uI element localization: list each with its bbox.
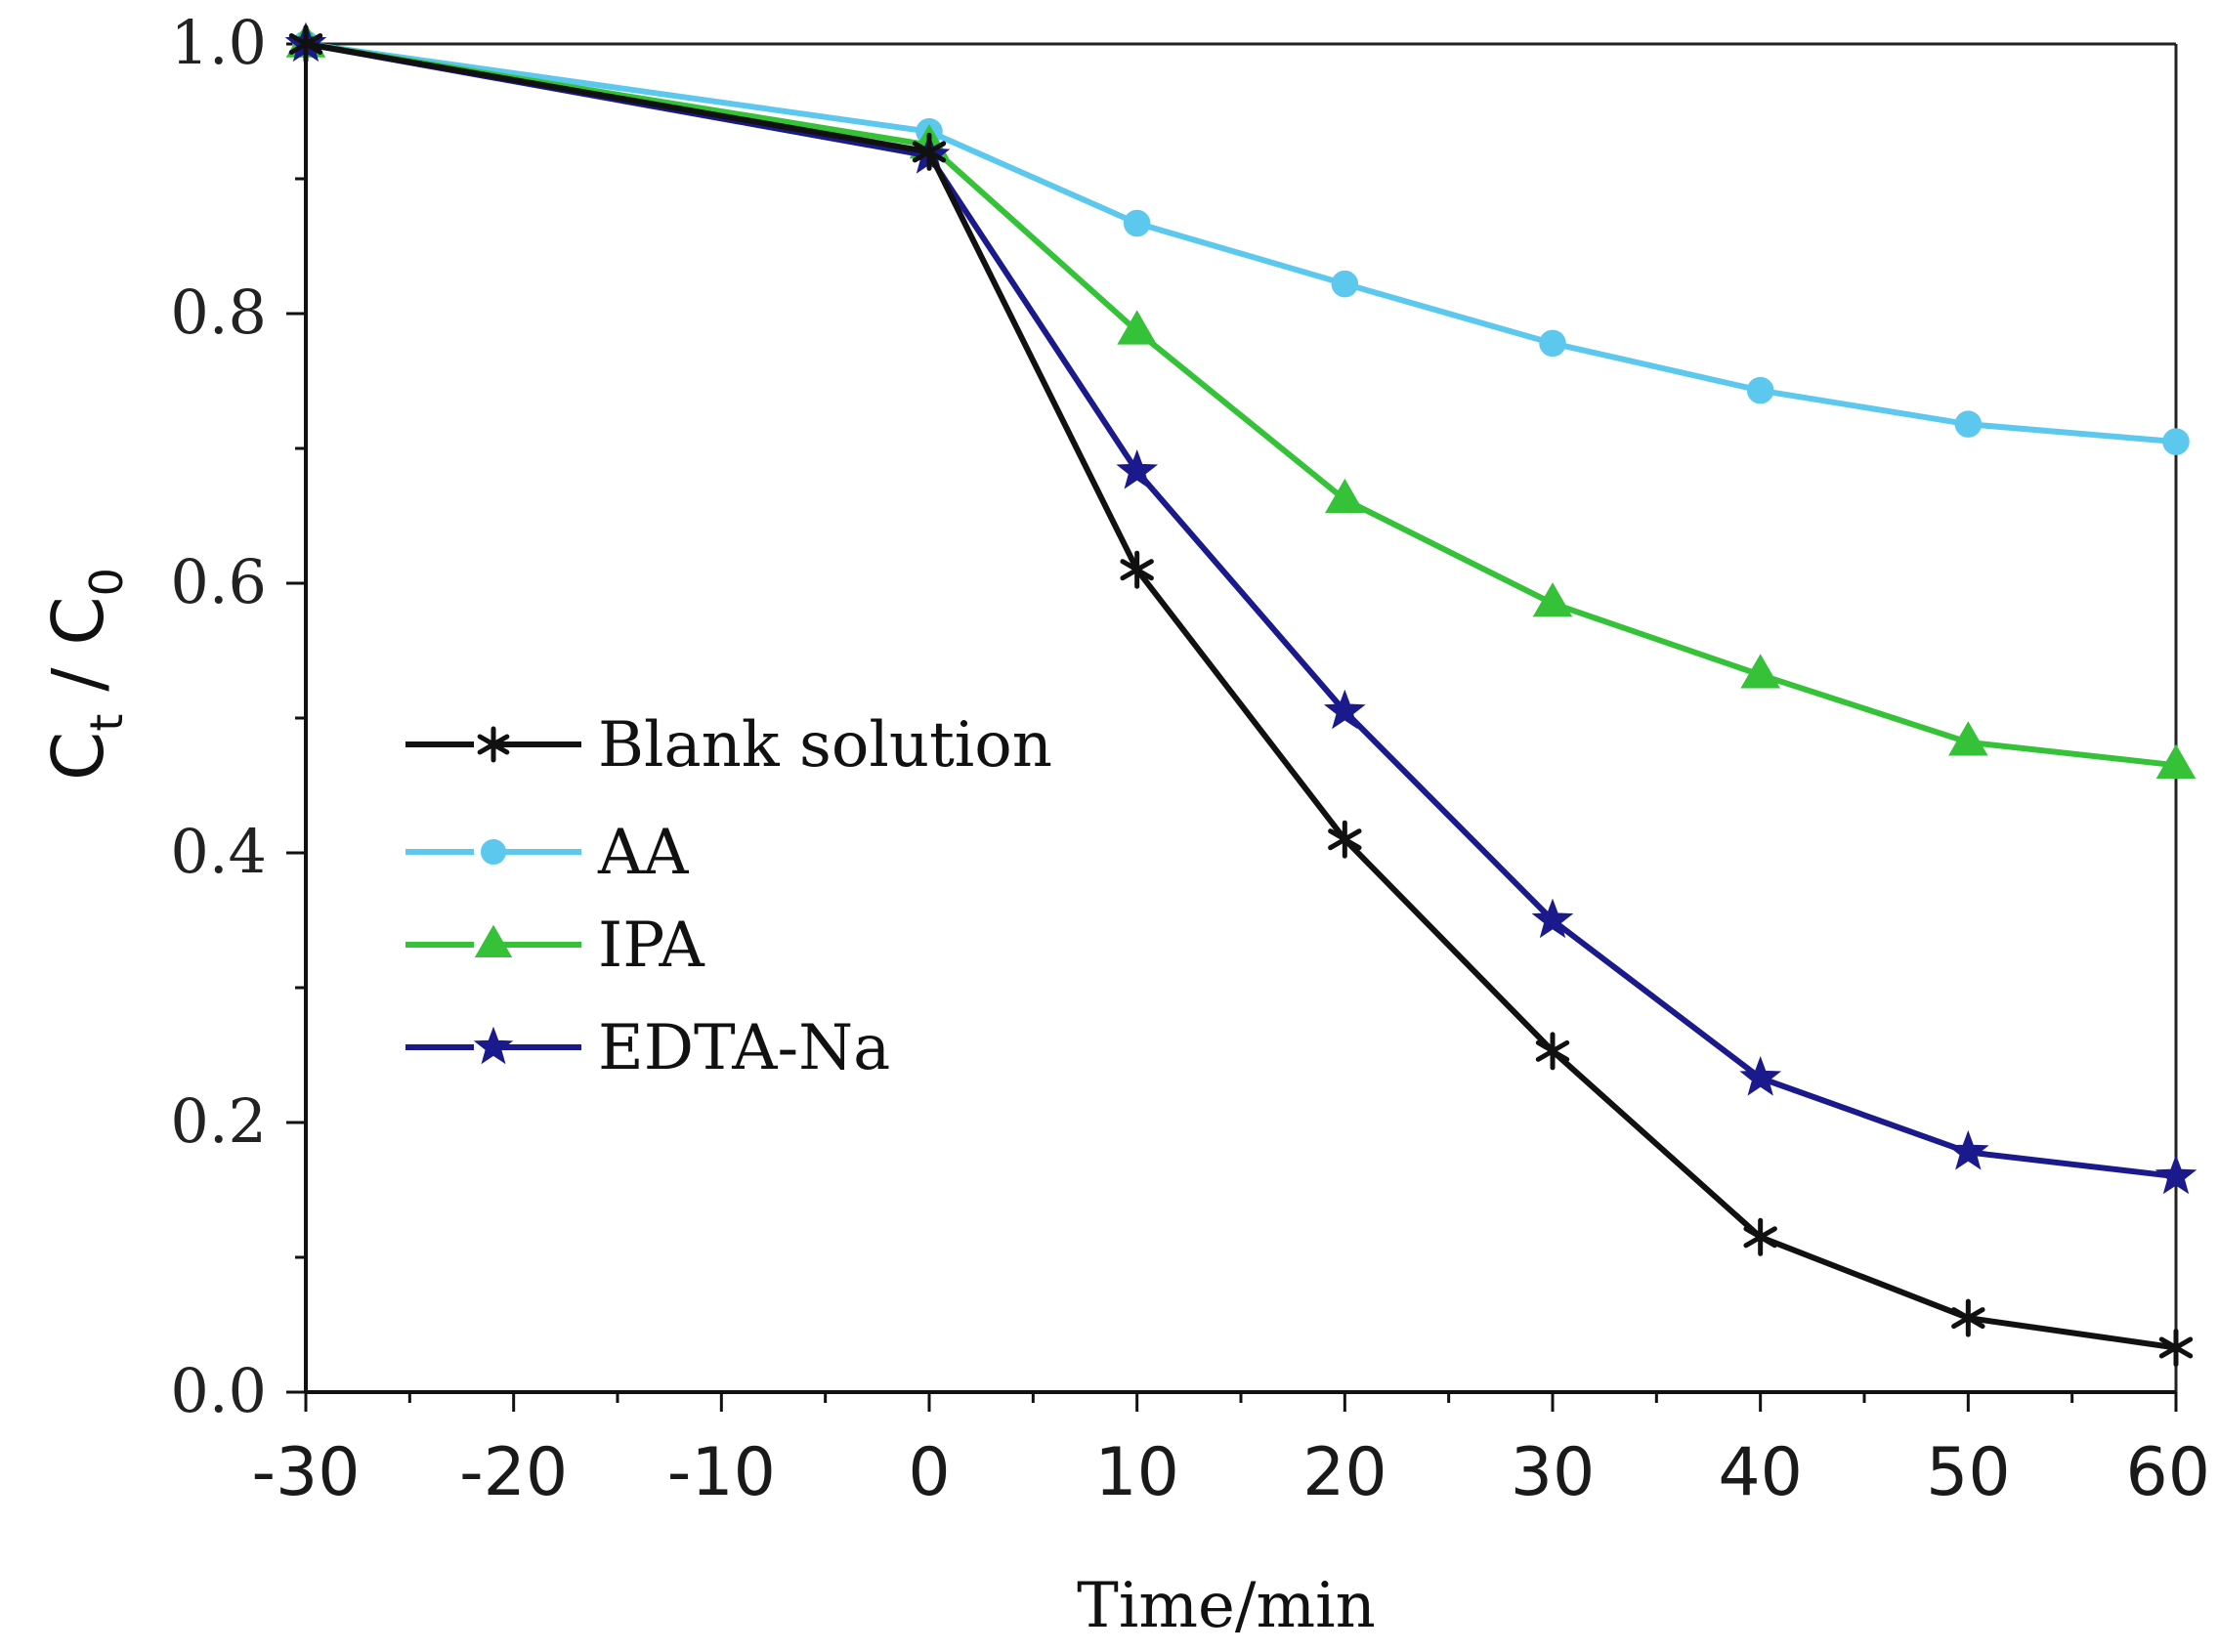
x-axis-title: Time/min [1077, 1570, 1376, 1642]
data-point-blank-solution-stroke [288, 33, 323, 55]
data-point-blank-solution [1328, 820, 1362, 859]
y-axis-title-main: C [37, 732, 119, 781]
data-point-ipa [1532, 582, 1573, 617]
legend-item-aa: AA [405, 817, 689, 889]
legend-label-edta-na: EDTA-Na [598, 1012, 890, 1084]
series-line-ipa [303, 41, 2179, 769]
data-point-ipa [1325, 478, 1365, 514]
x-tick-label: 40 [1718, 1434, 1803, 1511]
data-point-aa [2162, 428, 2190, 455]
data-point-blank-solution [1951, 1298, 1985, 1337]
x-tick-label: 60 [2125, 1434, 2210, 1511]
data-point-blank-solution-stroke [1120, 559, 1154, 581]
data-point-edta-na [1946, 1129, 1989, 1170]
data-point-blank-solution [1120, 550, 1154, 589]
series-layer [284, 21, 2197, 1367]
x-tick-label: 50 [1926, 1434, 2011, 1511]
x-tick-label: 30 [1511, 1434, 1596, 1511]
legend-label-blank-solution: Blank solution [598, 709, 1052, 782]
y-axis-title: Ct / C0 [37, 568, 133, 781]
legend-item-blank-solution: Blank solution [405, 709, 1052, 782]
data-point-ipa [1740, 654, 1780, 689]
data-point-aa [1954, 410, 1983, 438]
x-tick-label: 10 [1094, 1434, 1179, 1511]
series-blank-solution [288, 24, 2194, 1367]
data-point-edta-na [1739, 1056, 1782, 1096]
data-point-blank-solution [1743, 1217, 1777, 1256]
data-point-blank-solution-stroke [1328, 828, 1362, 851]
series-line-edta-na [303, 41, 2179, 1180]
x-tick-label: 20 [1302, 1434, 1387, 1511]
data-point-blank-solution-stroke [2158, 1336, 2194, 1359]
data-point-edta-na [1323, 689, 1366, 730]
y-tick-label: 0.6 [170, 546, 267, 617]
y-tick-labels: 0.0 0.2 0.4 0.6 0.8 1.0 [170, 7, 267, 1426]
x-tick-label: -30 [251, 1434, 360, 1511]
data-point-edta-na [2154, 1154, 2197, 1195]
data-point-edta-na [1116, 449, 1159, 489]
data-point-aa [1746, 376, 1774, 404]
y-axis-title-subscript-t: t [80, 714, 133, 732]
data-point-blank-solution [1535, 1032, 1570, 1071]
y-tick-label: 0.0 [170, 1355, 267, 1426]
x-tick-label: 0 [908, 1434, 950, 1511]
data-point-aa [1123, 209, 1151, 237]
x-tick-label: -10 [667, 1434, 776, 1511]
legend-marker-edta-na [473, 1026, 514, 1065]
data-point-blank-solution-stroke [1951, 1307, 1985, 1330]
data-point-blank-solution-stroke [1743, 1226, 1777, 1249]
legend-label-ipa: IPA [598, 910, 704, 982]
data-point-blank-solution [912, 132, 947, 171]
legend: Blank solution AA IPA EDTA-Na [405, 709, 1052, 1084]
y-axis-title-main-2: C [37, 596, 119, 645]
data-point-ipa [2155, 743, 2197, 780]
y-tick-label: 0.8 [170, 276, 267, 348]
legend-marker-aa [481, 839, 506, 865]
series-line-blank-solution [303, 41, 2179, 1351]
legend-marker-ipa [474, 924, 513, 957]
data-point-ipa [1948, 721, 1988, 756]
y-axis-title-subscript-0: 0 [80, 568, 133, 596]
legend-label-aa: AA [597, 817, 689, 889]
data-point-blank-solution-stroke [912, 141, 947, 163]
legend-item-ipa: IPA [405, 910, 704, 982]
data-point-edta-na [1531, 898, 1574, 939]
data-point-aa [1331, 270, 1359, 298]
data-point-ipa [1117, 310, 1157, 345]
axis-ticks [286, 42, 2178, 1412]
y-axis-title-separator: / [37, 646, 119, 714]
legend-marker-blank-solution-stroke [477, 734, 510, 755]
series-line-aa [303, 41, 2179, 445]
data-point-blank-solution [288, 24, 323, 64]
legend-item-edta-na: EDTA-Na [405, 1012, 890, 1084]
x-tick-label: -20 [459, 1434, 568, 1511]
data-point-aa [1539, 329, 1566, 358]
legend-marker-blank-solution [477, 726, 510, 763]
x-tick-labels: -30 -20 -10 0 10 20 30 40 50 60 [251, 1434, 2210, 1511]
y-tick-label: 0.2 [170, 1085, 267, 1157]
data-point-blank-solution [2158, 1328, 2194, 1367]
y-tick-label: 1.0 [170, 7, 267, 78]
data-point-blank-solution-stroke [1535, 1039, 1570, 1062]
y-tick-label: 0.4 [170, 816, 267, 887]
